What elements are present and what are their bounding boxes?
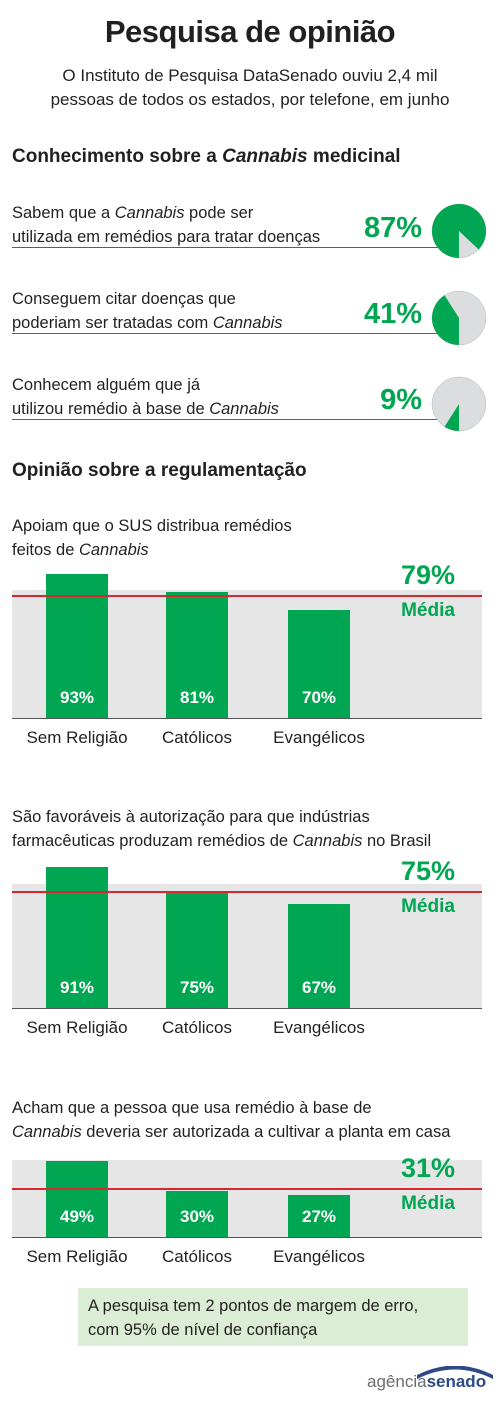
chart-3-bar-2 (166, 1190, 228, 1237)
regulation-heading: Opinião sobre a regulamentação (12, 460, 307, 481)
logo-arc-icon (417, 1366, 493, 1379)
chart-1-axis (12, 718, 482, 719)
knowledge-item-2-line2-a: poderiam ser tratadas com (12, 314, 213, 332)
chart-2-q-line1-a: São favoráveis à autorização para que in… (12, 808, 370, 826)
knowledge-item-2-line2-i: Cannabis (212, 314, 283, 332)
chart-1-category-2: Católicos (162, 728, 232, 747)
chart-1-average-line (12, 594, 482, 597)
chart-1-bar-2 (166, 592, 228, 718)
logo-text-part2: senado (426, 1372, 487, 1391)
knowledge-item-2-text: Conseguem citar doenças que poderiam ser… (12, 287, 357, 335)
chart-1-q-line1-a: Apoiam que o SUS distribua remédios (12, 517, 292, 535)
subtitle-line-1: O Instituto de Pesquisa DataSenado ouviu… (62, 66, 438, 85)
chart-3-bar-label-3: 27% (301, 1207, 337, 1226)
knowledge-item-1-percent: 87% (363, 212, 422, 244)
pie-slice (432, 295, 459, 345)
chart-3-average-caption: Média (401, 1192, 455, 1214)
chart-3-question: Acham que a pessoa que usa remédio à bas… (12, 1096, 482, 1144)
chart-3-q-line1-a: Acham que a pessoa que usa remédio à bas… (12, 1099, 372, 1117)
note-line-2: com 95% de nível de confiança (88, 1321, 318, 1339)
knowledge-item-3-percent: 9% (380, 384, 422, 416)
chart-2-category-3: Evangélicos (273, 1018, 365, 1037)
chart-3-category-1: Sem Religião (26, 1247, 128, 1266)
knowledge-item-3-pie (431, 376, 487, 432)
knowledge-item-3-line1-a: Conhecem alguém que já (12, 376, 201, 394)
page-subtitle: O Instituto de Pesquisa DataSenado ouviu… (0, 64, 500, 112)
knowledge-item-1-line2-a: utilizada em remédios para tratar doença… (12, 228, 321, 246)
chart-2-average-value: 75% (400, 855, 456, 886)
knowledge-item-2-percent: 41% (363, 298, 422, 330)
chart-3-average-value: 31% (400, 1152, 456, 1183)
chart-1-average-caption: Média (401, 599, 455, 621)
knowledge-item-3-line2-a: utilizou remédio à base de (12, 400, 210, 418)
chart-2-axis (12, 1008, 482, 1009)
chart-3-category-3: Evangélicos (273, 1247, 365, 1266)
logo-text-part1: agência (367, 1372, 427, 1391)
chart-2-bar-label-1: 91% (59, 978, 95, 997)
chart-2-bar-label-3: 67% (301, 978, 337, 997)
margin-of-error-note: A pesquisa tem 2 pontos de margem de err… (78, 1288, 468, 1346)
chart-3-category-2: Católicos (162, 1247, 232, 1266)
note-line-1: A pesquisa tem 2 pontos de margem de err… (88, 1297, 419, 1315)
knowledge-item-1-line1-b: pode ser (184, 204, 254, 222)
knowledge-item-2-rule (12, 333, 452, 334)
knowledge-item-1-line1-i: Cannabis (114, 204, 185, 222)
chart-1-question: Apoiam que o SUS distribua remédios feit… (12, 514, 482, 562)
subtitle-line-2: pessoas de todos os estados, por telefon… (50, 90, 450, 109)
chart-2-bar-label-2: 75% (179, 978, 215, 997)
logo-text: agênciasenado (367, 1372, 486, 1392)
chart-1-bar-label-3: 70% (301, 688, 337, 707)
knowledge-item-1-text: Sabem que a Cannabis pode ser utilizada … (12, 201, 357, 249)
chart-3-q-line2-b: deveria ser autorizada a cultivar a plan… (81, 1123, 451, 1141)
knowledge-item-1-pie (431, 203, 487, 259)
chart-3-bar-1 (46, 1161, 108, 1237)
pie-slice (444, 404, 459, 431)
chart-2-q-line2-i: Cannabis (292, 832, 363, 850)
chart-3-bar-label-2: 30% (179, 1207, 215, 1226)
chart-2-q-line2-a: farmacêuticas produzam remédios de (12, 832, 293, 850)
knowledge-heading-italic: Cannabis (222, 146, 308, 167)
chart-1-bar-3 (288, 609, 350, 718)
chart-2-question: São favoráveis à autorização para que in… (12, 805, 482, 853)
chart-1-q-line2-i: Cannabis (78, 541, 149, 559)
pie-slice (432, 204, 486, 258)
chart-3-average-line (12, 1187, 482, 1190)
knowledge-item-1-line1-a: Sabem que a (12, 204, 115, 222)
chart-2-q-line2-b: no Brasil (362, 832, 432, 850)
chart-2-bar-3 (288, 904, 350, 1008)
knowledge-item-3-line2-i: Cannabis (209, 400, 279, 418)
chart-2-bar-1 (46, 866, 108, 1008)
chart-1-bar-label-1: 93% (59, 688, 95, 707)
knowledge-item-3-rule (12, 419, 452, 420)
chart-2-average-caption: Média (401, 895, 455, 917)
chart-1-bar-label-2: 81% (179, 688, 215, 707)
chart-1-q-line2-a: feitos de (12, 541, 79, 559)
knowledge-heading: Conhecimento sobre a Cannabis medicinal (12, 146, 401, 168)
chart-3-q-line2-i: Cannabis (12, 1123, 82, 1141)
agencia-senado-logo: agênciasenado (355, 1366, 495, 1398)
chart-1-bar-1 (46, 573, 108, 718)
chart-2-bar-2 (166, 891, 228, 1008)
knowledge-item-2-line1-a: Conseguem citar doenças que (12, 290, 236, 308)
knowledge-item-2-pie (431, 290, 487, 346)
chart-1-average-value: 79% (400, 559, 456, 590)
chart-3-bar-label-1: 49% (59, 1207, 95, 1226)
knowledge-heading-prefix: Conhecimento sobre a (12, 146, 223, 167)
knowledge-heading-suffix: medicinal (307, 146, 401, 167)
knowledge-item-1-rule (12, 247, 452, 248)
chart-1-category-3: Evangélicos (273, 728, 365, 747)
chart-2-average-line (12, 890, 482, 893)
chart-2-category-1: Sem Religião (26, 1018, 128, 1037)
chart-3-bar-3 (288, 1195, 350, 1237)
chart-1-category-1: Sem Religião (26, 728, 128, 747)
knowledge-item-3-text: Conhecem alguém que já utilizou remédio … (12, 373, 357, 421)
page-title: Pesquisa de opinião (104, 14, 396, 49)
chart-2-category-2: Católicos (162, 1018, 232, 1037)
chart-3-axis (12, 1237, 482, 1238)
